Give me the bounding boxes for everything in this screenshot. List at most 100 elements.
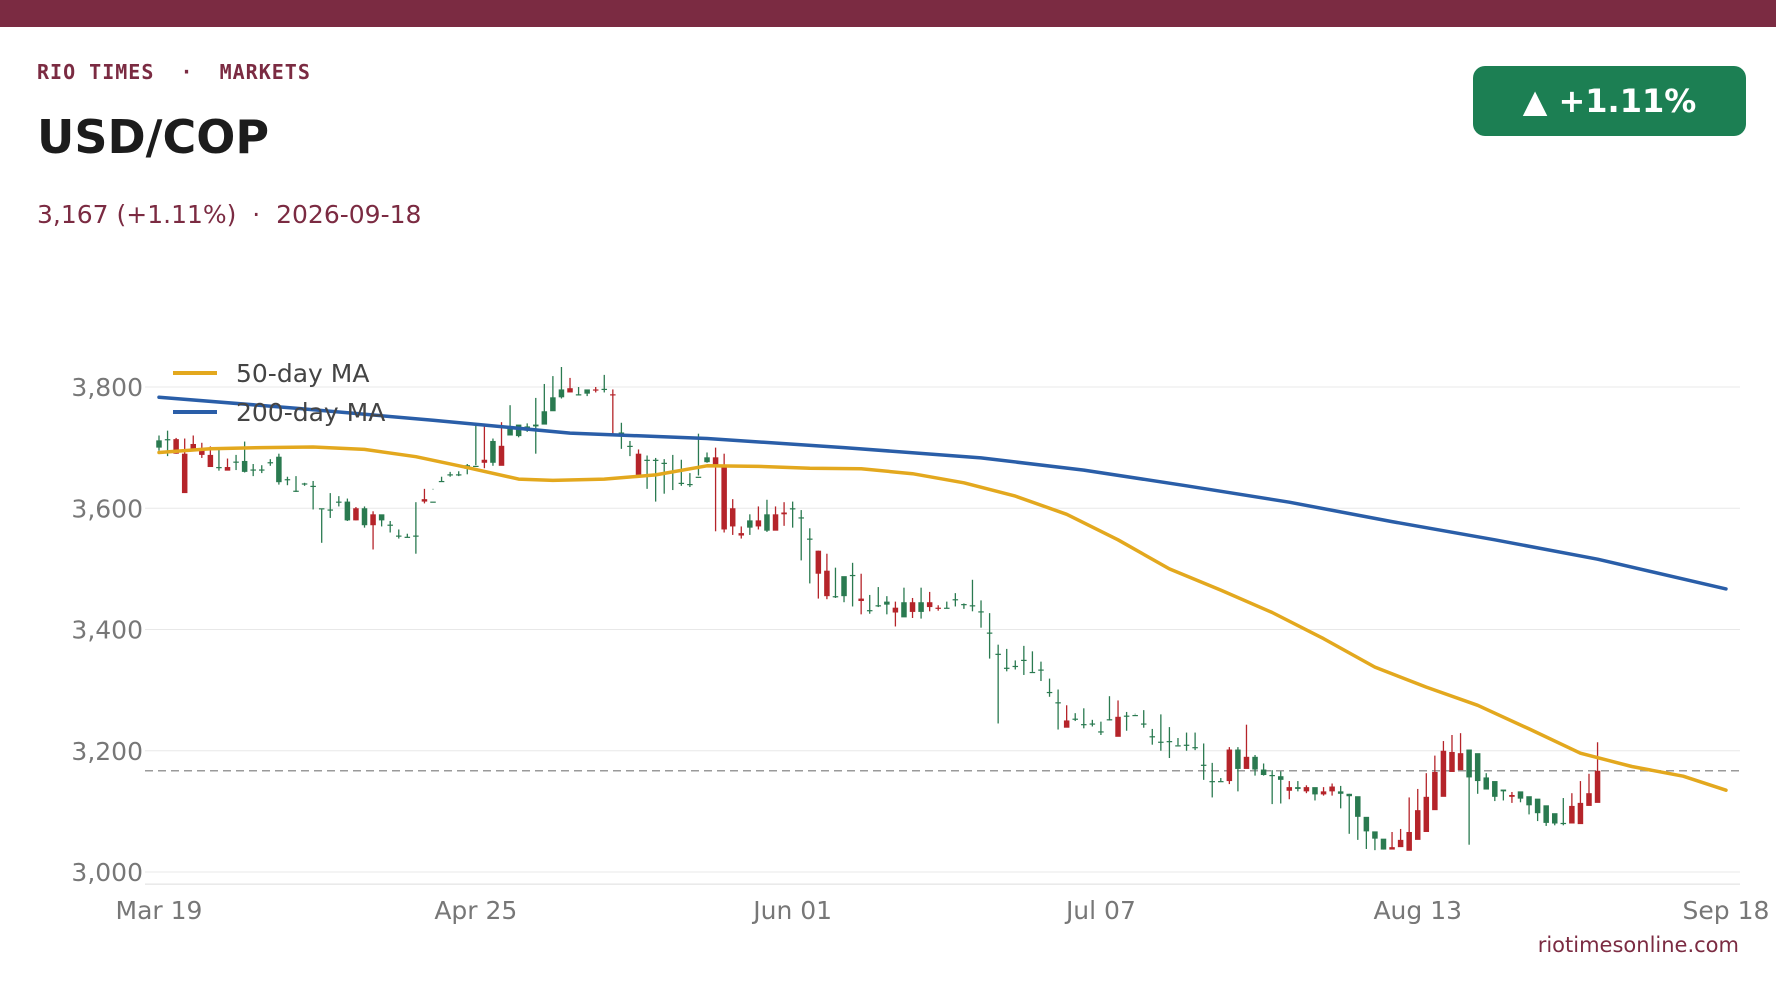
candle-body — [1140, 723, 1147, 725]
candle-body — [584, 389, 590, 394]
candle-body — [1260, 769, 1267, 775]
candle-body — [1295, 787, 1301, 789]
candle-body — [558, 389, 565, 398]
candle-body — [1192, 747, 1198, 749]
candle-body — [164, 439, 171, 441]
candle-body — [336, 501, 342, 503]
candle-body — [310, 485, 316, 488]
candle-body — [430, 501, 436, 503]
candle-body — [156, 440, 162, 448]
candle-body — [858, 598, 864, 602]
candle-body — [318, 508, 325, 510]
candle-body — [1243, 756, 1250, 769]
candle-body — [1569, 805, 1575, 824]
candle-body — [798, 517, 804, 519]
candle-body — [250, 469, 256, 471]
candle-body — [515, 424, 522, 437]
candle-body — [687, 484, 693, 486]
candle-body — [1115, 716, 1121, 737]
candle-body — [1432, 771, 1438, 811]
candle-body — [755, 520, 762, 527]
candle-body — [413, 535, 419, 537]
candle-body — [747, 520, 753, 528]
y-tick-label: 3,000 — [71, 858, 143, 887]
candle-body — [1226, 749, 1233, 782]
candle-body — [181, 453, 188, 494]
candle-body — [789, 508, 796, 510]
candle-body — [1474, 753, 1481, 782]
candle-body — [481, 459, 488, 463]
x-tick-label: Apr 25 — [434, 896, 517, 925]
badge-text: ▲ +1.11% — [1522, 82, 1697, 120]
candle-body — [952, 599, 959, 601]
candle-body — [1449, 751, 1455, 772]
candle-body — [1526, 796, 1532, 806]
candle-body — [1123, 715, 1130, 717]
candle-body — [592, 389, 599, 391]
candle-body — [824, 570, 830, 597]
candle-body — [1055, 702, 1061, 704]
candle-body — [841, 576, 847, 597]
candle-body — [344, 501, 351, 521]
candle-body — [1586, 793, 1592, 806]
candle-body — [1337, 791, 1344, 794]
candle-body — [807, 538, 813, 540]
candle-body — [866, 610, 873, 612]
candle-body — [455, 474, 462, 476]
candle-body — [1517, 791, 1524, 799]
candle-body — [541, 411, 548, 425]
candle-body — [918, 602, 924, 612]
candle-body — [1132, 714, 1138, 717]
candle-body — [832, 596, 839, 598]
legend-label: 50-day MA — [236, 359, 369, 388]
candle-body — [1158, 741, 1164, 743]
x-tick-label: Jun 01 — [751, 896, 832, 925]
candle-body — [1072, 718, 1078, 720]
candle-body — [473, 465, 479, 468]
candle-body — [1021, 659, 1027, 662]
candle-body — [781, 512, 787, 515]
publication-kicker: RIO TIMES · MARKETS — [37, 60, 311, 84]
candle-body — [1081, 724, 1087, 726]
candle-body — [1106, 719, 1113, 721]
candle-body — [1303, 787, 1310, 792]
candle-body — [1551, 813, 1558, 824]
ma200-line — [157, 395, 1728, 591]
top-brand-bar — [0, 0, 1776, 27]
candle-body — [1594, 770, 1601, 803]
candle-body — [173, 439, 179, 454]
candle-body — [1166, 741, 1173, 743]
candle-body — [1440, 750, 1447, 797]
candle-body — [284, 479, 291, 481]
candle-body — [892, 607, 899, 613]
legend-label: 200-day MA — [236, 398, 385, 427]
candle-body — [618, 432, 625, 434]
candle-body — [1534, 798, 1541, 814]
candle-body — [1380, 838, 1387, 850]
candle-body — [986, 632, 993, 634]
candle-body — [533, 424, 539, 427]
candle-body — [635, 453, 642, 475]
candle-body — [935, 607, 941, 609]
candle-body — [1038, 669, 1044, 671]
candle-body — [926, 602, 933, 608]
candle-body — [729, 508, 736, 527]
candle-body — [207, 454, 214, 468]
candle-body — [1457, 753, 1464, 771]
candle-body — [1577, 802, 1584, 825]
y-tick-label: 3,400 — [71, 616, 143, 645]
candle-body — [601, 388, 608, 391]
candle-body — [1046, 691, 1053, 694]
candle-body — [1269, 775, 1275, 777]
candle-body — [1312, 787, 1318, 795]
candle-body — [447, 474, 453, 476]
source-credit: riotimesonline.com — [1537, 933, 1739, 957]
candle-body — [1320, 791, 1327, 795]
candle-body — [1063, 720, 1070, 728]
candle-body — [276, 456, 282, 483]
candle-body — [241, 460, 248, 472]
candle-body — [1355, 796, 1361, 817]
ma50-line — [157, 445, 1728, 792]
candle-body — [961, 604, 967, 606]
